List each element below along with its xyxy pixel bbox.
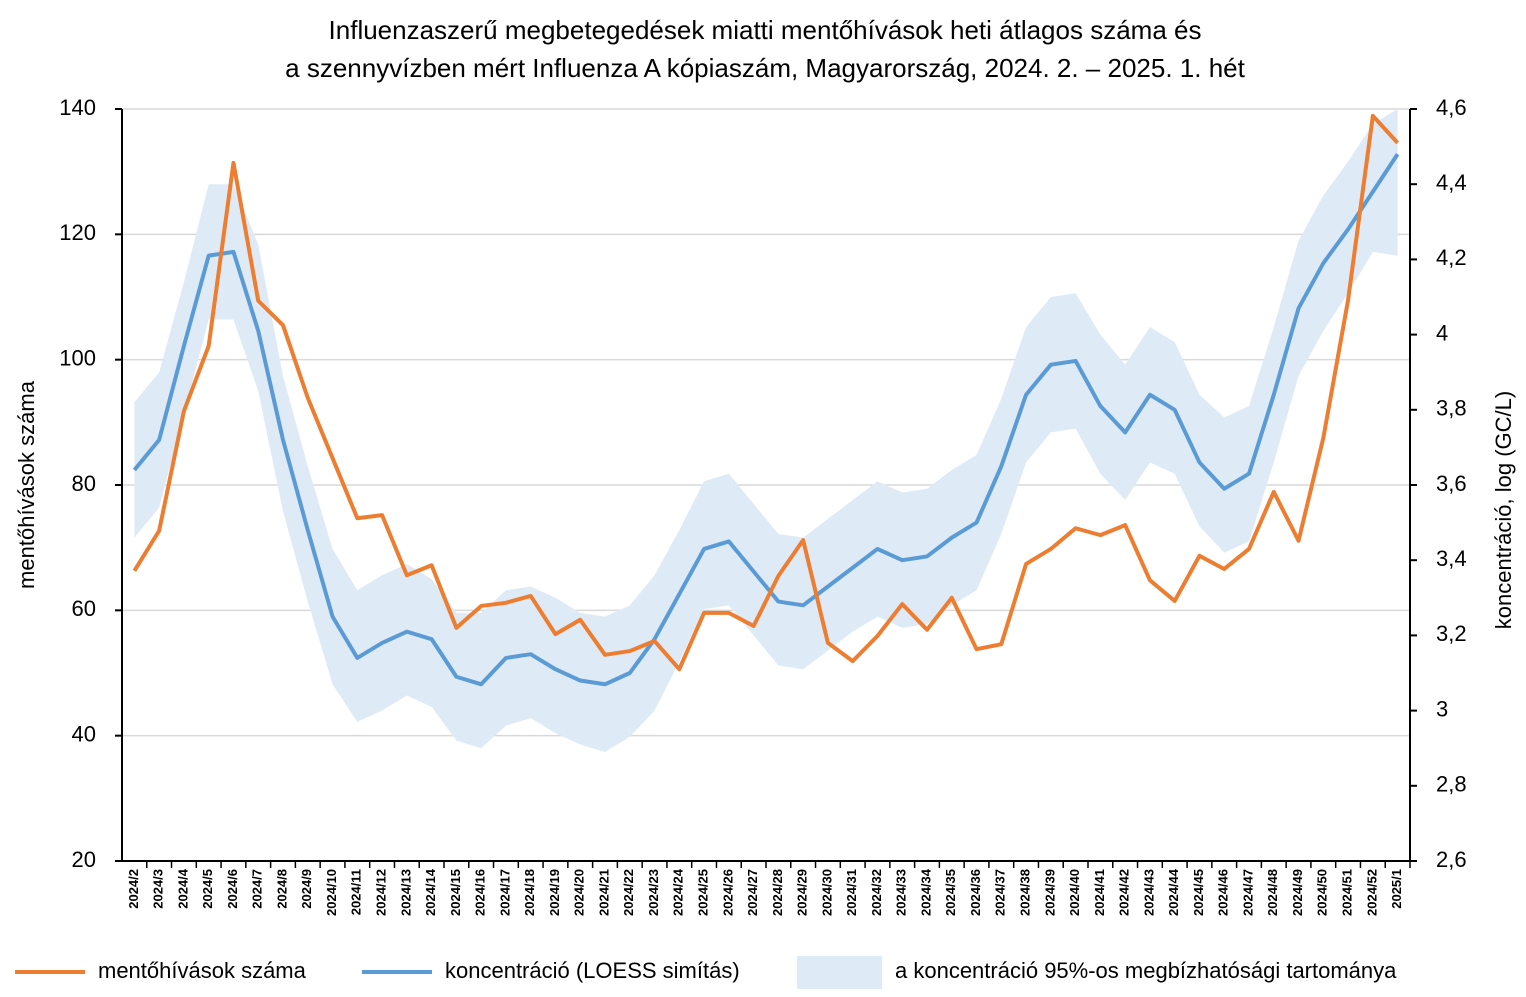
x-tick-label: 2024/18 [522, 869, 537, 916]
y2-tick-label: 2,8 [1436, 772, 1467, 797]
x-tick-label: 2024/33 [894, 869, 909, 916]
legend-label: koncentráció (LOESS simítás) [445, 958, 740, 983]
x-tick-label: 2024/40 [1067, 869, 1082, 916]
x-tick-label: 2024/22 [621, 869, 636, 916]
x-tick-label: 2024/52 [1364, 869, 1379, 916]
x-tick-label: 2024/50 [1315, 869, 1330, 916]
x-tick-label: 2024/7 [250, 869, 265, 909]
y2-tick-label: 3,2 [1436, 621, 1467, 646]
y2-tick-label: 3,8 [1436, 396, 1467, 421]
x-tick-label: 2024/15 [448, 869, 463, 916]
legend-label: mentőhívások száma [98, 958, 307, 983]
y2-tick-label: 4,2 [1436, 245, 1467, 270]
chart-title: a szennyvízben mért Influenza A kópiaszá… [285, 53, 1245, 83]
x-tick-label: 2024/37 [993, 869, 1008, 916]
x-tick-label: 2024/32 [869, 869, 884, 916]
x-tick-label: 2024/26 [720, 869, 735, 916]
x-tick-label: 2024/16 [473, 869, 488, 916]
x-tick-label: 2024/17 [497, 869, 512, 916]
y2-tick-label: 4,4 [1436, 170, 1467, 195]
x-tick-label: 2024/8 [274, 869, 289, 909]
x-tick-label: 2024/20 [572, 869, 587, 916]
x-tick-label: 2024/28 [770, 869, 785, 916]
x-tick-label: 2025/1 [1389, 869, 1404, 909]
x-tick-label: 2024/4 [175, 868, 190, 909]
x-tick-label: 2024/24 [671, 868, 686, 916]
y-tick-label: 120 [59, 220, 96, 245]
x-tick-label: 2024/30 [819, 869, 834, 916]
x-tick-label: 2024/29 [795, 869, 810, 916]
x-tick-label: 2024/19 [547, 869, 562, 916]
x-tick-label: 2024/47 [1240, 869, 1255, 916]
x-tick-label: 2024/11 [349, 869, 364, 915]
y2-tick-label: 2,6 [1436, 847, 1467, 872]
y-tick-label: 40 [72, 721, 96, 746]
y-tick-label: 140 [59, 95, 96, 120]
y-tick-label: 100 [59, 345, 96, 370]
x-tick-label: 2024/13 [398, 869, 413, 916]
x-tick-label: 2024/25 [696, 869, 711, 916]
x-tick-label: 2024/12 [374, 869, 389, 916]
y-tick-label: 20 [72, 847, 96, 872]
x-tick-label: 2024/34 [918, 868, 933, 916]
x-tick-label: 2024/43 [1141, 869, 1156, 916]
confidence-band [134, 109, 1398, 752]
x-tick-label: 2024/46 [1216, 869, 1231, 916]
x-tick-label: 2024/49 [1290, 869, 1305, 916]
x-tick-label: 2024/27 [745, 869, 760, 916]
y-tick-label: 60 [72, 596, 96, 621]
x-tick-label: 2024/48 [1265, 869, 1280, 916]
x-tick-label: 2024/44 [1166, 868, 1181, 916]
y2-tick-label: 3 [1436, 696, 1448, 721]
series-line [132, 113, 1400, 672]
x-tick-label: 2024/45 [1191, 869, 1206, 916]
x-tick-label: 2024/9 [299, 869, 314, 909]
x-tick-label: 2024/3 [151, 869, 166, 909]
x-tick-label: 2024/42 [1117, 869, 1132, 916]
x-tick-label: 2024/31 [844, 869, 859, 916]
x-tick-label: 2024/36 [968, 869, 983, 916]
y2-tick-label: 4 [1436, 320, 1448, 345]
x-tick-label: 2024/51 [1340, 869, 1355, 916]
x-tick-label: 2024/5 [200, 869, 215, 909]
y2-tick-label: 4,6 [1436, 95, 1467, 120]
x-tick-label: 2024/10 [324, 869, 339, 916]
x-tick-label: 2024/38 [1018, 869, 1033, 916]
y-tick-label: 80 [72, 471, 96, 496]
x-tick-label: 2024/23 [646, 869, 661, 916]
x-tick-label: 2024/35 [943, 869, 958, 916]
legend-label: a koncentráció 95%-os megbízhatósági tar… [895, 958, 1397, 983]
x-tick-label: 2024/6 [225, 869, 240, 909]
x-tick-label: 2024/21 [596, 869, 611, 916]
legend-swatch [797, 956, 882, 989]
x-tick-label: 2024/39 [1042, 869, 1057, 916]
x-tick-label: 2024/41 [1092, 869, 1107, 916]
x-tick-label: 2024/2 [126, 869, 141, 909]
y2-tick-label: 3,4 [1436, 546, 1467, 571]
x-tick-label: 2024/14 [423, 868, 438, 916]
chart-title: Influenzaszerű megbetegedések miatti men… [329, 15, 1202, 45]
y-axis-label: mentőhívások száma [14, 380, 39, 589]
series-line [132, 153, 1400, 687]
y2-axis-label: koncentráció, log (GC/L) [1491, 391, 1516, 629]
y2-tick-label: 3,6 [1436, 471, 1467, 496]
